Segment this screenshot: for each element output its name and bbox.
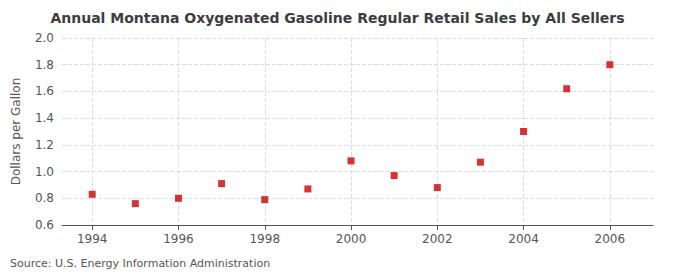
svg-text:2006: 2006 bbox=[595, 232, 626, 246]
svg-text:1.0: 1.0 bbox=[35, 165, 54, 179]
svg-text:2004: 2004 bbox=[508, 232, 539, 246]
svg-text:1.4: 1.4 bbox=[35, 111, 54, 125]
svg-text:0.8: 0.8 bbox=[35, 191, 54, 205]
svg-text:1.8: 1.8 bbox=[35, 58, 54, 72]
svg-text:2000: 2000 bbox=[336, 232, 367, 246]
svg-text:2002: 2002 bbox=[422, 232, 453, 246]
svg-text:1998: 1998 bbox=[249, 232, 280, 246]
svg-text:1.2: 1.2 bbox=[35, 138, 54, 152]
svg-text:Source: U.S. Energy Informatio: Source: U.S. Energy Information Administ… bbox=[10, 257, 270, 270]
svg-text:1.6: 1.6 bbox=[35, 84, 54, 98]
svg-text:Dollars per Gallon: Dollars per Gallon bbox=[9, 78, 23, 186]
svg-text:Annual Montana Oxygenated Gaso: Annual Montana Oxygenated Gasoline Regul… bbox=[50, 10, 624, 26]
svg-text:1994: 1994 bbox=[77, 232, 108, 246]
svg-text:1996: 1996 bbox=[163, 232, 194, 246]
svg-text:0.6: 0.6 bbox=[35, 218, 54, 232]
svg-text:2.0: 2.0 bbox=[35, 31, 54, 45]
